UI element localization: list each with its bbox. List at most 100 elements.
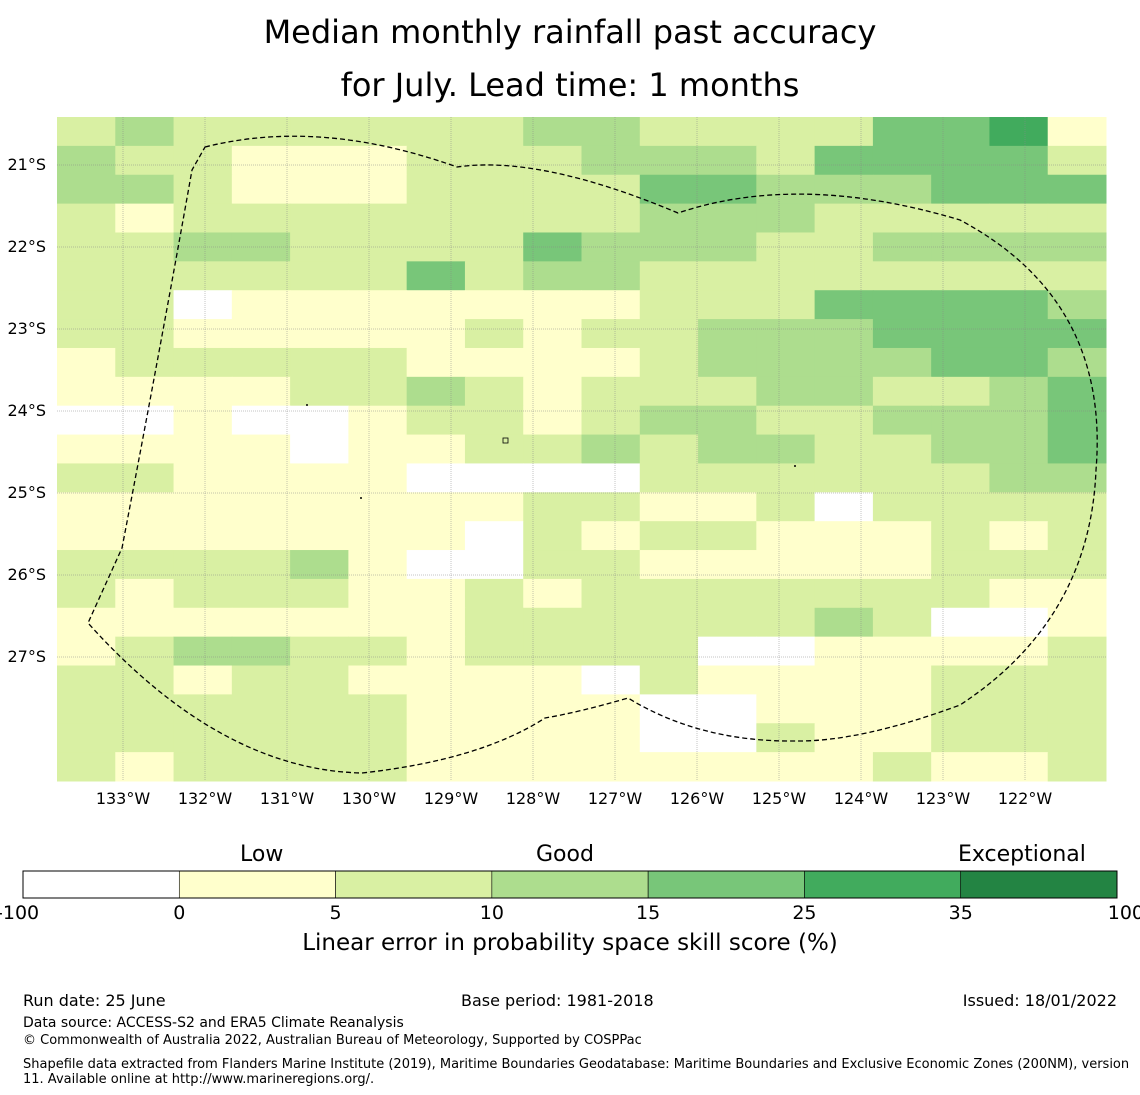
grid-cell [115,145,175,176]
grid-cell [698,405,757,436]
grid-cell [1047,665,1107,695]
longitude-label: 128°W [505,789,561,808]
grid-cell [814,405,874,436]
grid-cell [756,665,816,695]
grid-cell [290,463,349,493]
grid-cell [464,405,524,436]
grid-cell [406,117,466,147]
grid-cell [115,636,175,667]
grid-cell [57,319,116,349]
grid-cell [989,290,1049,320]
grid-cell [931,694,990,724]
longitude-label: 133°W [95,789,151,808]
grid-cell [115,290,175,320]
grid-cell [406,694,466,724]
grid-cell [115,694,175,724]
data-source: Data source: ACCESS-S2 and ERA5 Climate … [23,1015,404,1031]
grid-cell [464,319,524,349]
grid-cell [581,694,641,724]
grid-cell [581,174,641,205]
grid-cell [989,578,1049,609]
longitude-label: 123°W [915,789,971,808]
grid-cell [231,376,291,407]
grid-cell [348,319,408,349]
grid-cell [931,550,990,580]
grid-cell [931,232,990,262]
grid-cell [1047,145,1107,176]
grid-cell [115,174,175,205]
latitude-label: 21°S [7,155,46,174]
grid-cell [464,145,524,176]
grid-cell [931,261,990,291]
grid-cell [173,145,233,176]
grid-cell [872,636,932,667]
grid-cell [639,405,699,436]
grid-cell [872,463,932,493]
grid-cell [464,492,524,522]
grid-cell [931,636,990,667]
grid-cell [348,752,408,782]
grid-cell [523,521,582,551]
grid-cell [814,203,874,233]
grid-cell [872,261,932,291]
grid-cell [523,492,582,522]
colorbar-segment [647,870,805,899]
grid-cell [872,550,932,580]
longitude-label: 125°W [751,789,807,808]
grid-cell [290,578,349,609]
grid-cell [406,521,466,551]
grid-cell [173,405,233,436]
grid-cell [523,376,582,407]
grid-cell [173,376,233,407]
grid-cell [931,117,990,147]
grid-cell [231,434,291,464]
grid-cell [57,463,116,493]
grid-cell [173,752,233,782]
grid-cell [115,434,175,464]
grid-cell [173,636,233,667]
grid-cell [231,607,291,638]
grid-cell [348,694,408,724]
grid-cell [814,117,874,147]
grid-cell [231,290,291,320]
grid-cell [348,665,408,695]
grid-cell [464,463,524,493]
grid-cell [756,752,816,782]
grid-cell [57,521,116,551]
grid-cell [406,319,466,349]
grid-cell [639,434,699,464]
grid-cell [581,752,641,782]
grid-cell [57,347,116,378]
grid-cell [639,376,699,407]
grid-cell [872,723,932,753]
latitude-label: 23°S [7,319,46,338]
latitude-label: 22°S [7,237,46,256]
grid-cell [581,578,641,609]
grid-cell [872,492,932,522]
grid-cell [57,405,116,436]
grid-cell [57,261,116,291]
grid-cell [464,174,524,205]
grid-cell [231,752,291,782]
grid-cell [814,636,874,667]
grid-cell [872,521,932,551]
grid-cell [464,261,524,291]
grid-cell [639,665,699,695]
grid-cell [231,665,291,695]
grid-cell [1047,405,1107,436]
grid-cell [872,752,932,782]
grid-cell [231,145,291,176]
grid-cell [698,145,757,176]
grid-cell [581,492,641,522]
grid-cell [348,347,408,378]
grid-cell [115,203,175,233]
grid-cell [173,261,233,291]
grid-cell [290,723,349,753]
longitude-label: 127°W [587,789,643,808]
grid-cell [989,521,1049,551]
grid-cell [348,376,408,407]
colorbar-tick-label: 0 [173,902,186,924]
grid-cell [57,492,116,522]
grid-cell [57,550,116,580]
grid-cell [406,261,466,291]
